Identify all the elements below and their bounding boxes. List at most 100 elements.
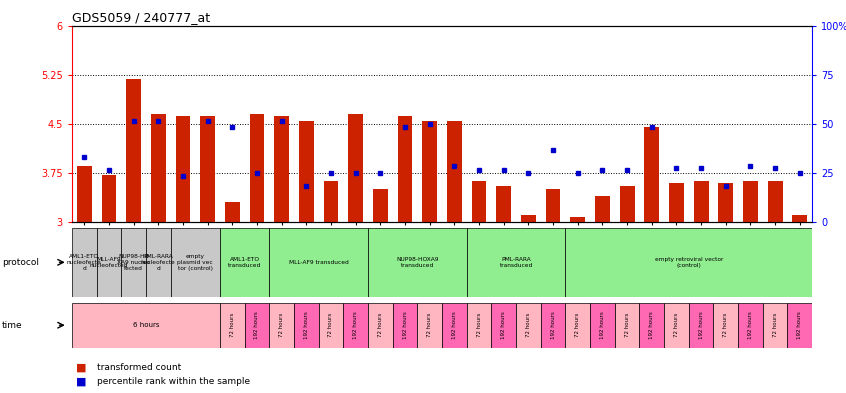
Bar	[521, 215, 536, 222]
Bar	[373, 189, 387, 222]
Bar	[718, 183, 733, 222]
Bar	[467, 228, 565, 297]
Bar	[269, 303, 294, 348]
Bar	[319, 303, 343, 348]
Bar	[126, 79, 141, 222]
Text: time: time	[2, 321, 22, 330]
Bar	[220, 303, 244, 348]
Bar	[492, 303, 516, 348]
Text: protocol: protocol	[2, 258, 39, 267]
Bar	[72, 228, 96, 297]
Bar	[595, 196, 610, 222]
Bar	[225, 202, 239, 222]
Bar	[694, 182, 708, 222]
Bar	[541, 303, 565, 348]
Text: 72 hours: 72 hours	[279, 313, 284, 337]
Bar	[417, 303, 442, 348]
Text: empty
plasmid vec
tor (control): empty plasmid vec tor (control)	[178, 253, 213, 271]
Text: 72 hours: 72 hours	[427, 313, 432, 337]
Bar	[669, 183, 684, 222]
Text: 72 hours: 72 hours	[624, 313, 629, 337]
Text: 72 hours: 72 hours	[476, 313, 481, 337]
Text: 192 hours: 192 hours	[649, 311, 654, 339]
Text: 72 hours: 72 hours	[674, 313, 679, 337]
Text: ■: ■	[76, 362, 86, 373]
Bar	[497, 186, 511, 222]
Text: ■: ■	[76, 376, 86, 386]
Bar	[250, 114, 264, 222]
Text: transformed count: transformed count	[97, 363, 182, 372]
Bar	[72, 303, 220, 348]
Bar	[77, 166, 91, 222]
Bar	[201, 116, 215, 222]
Bar	[274, 116, 289, 222]
Text: 72 hours: 72 hours	[723, 313, 728, 337]
Bar	[565, 303, 590, 348]
Bar	[244, 303, 269, 348]
Bar	[422, 121, 437, 222]
Bar	[570, 217, 585, 222]
Bar	[713, 303, 738, 348]
Text: 72 hours: 72 hours	[575, 313, 580, 337]
Text: AML1-ETO
nucleofecte
d: AML1-ETO nucleofecte d	[67, 253, 102, 271]
Text: 72 hours: 72 hours	[772, 313, 777, 337]
Text: 192 hours: 192 hours	[452, 311, 457, 339]
Text: 192 hours: 192 hours	[797, 311, 802, 339]
Text: 72 hours: 72 hours	[378, 313, 383, 337]
Bar	[738, 303, 763, 348]
Bar	[467, 303, 492, 348]
Bar	[220, 228, 269, 297]
Bar	[664, 303, 689, 348]
Text: 192 hours: 192 hours	[748, 311, 753, 339]
Bar	[640, 303, 664, 348]
Text: empty retroviral vector
(control): empty retroviral vector (control)	[655, 257, 723, 268]
Bar	[171, 228, 220, 297]
Text: 192 hours: 192 hours	[403, 311, 408, 339]
Bar	[294, 303, 319, 348]
Bar	[471, 182, 486, 222]
Bar	[793, 215, 807, 222]
Bar	[368, 303, 393, 348]
Bar	[323, 182, 338, 222]
Text: PML-RARA
transduced: PML-RARA transduced	[499, 257, 533, 268]
Text: 192 hours: 192 hours	[551, 311, 556, 339]
Text: 192 hours: 192 hours	[699, 311, 704, 339]
Bar	[442, 303, 467, 348]
Bar	[121, 228, 146, 297]
Text: 72 hours: 72 hours	[230, 313, 235, 337]
Text: 192 hours: 192 hours	[353, 311, 358, 339]
Bar	[368, 228, 467, 297]
Text: 192 hours: 192 hours	[255, 311, 260, 339]
Text: 72 hours: 72 hours	[328, 313, 333, 337]
Bar	[146, 228, 171, 297]
Bar	[398, 116, 413, 222]
Text: GDS5059 / 240777_at: GDS5059 / 240777_at	[72, 11, 210, 24]
Bar	[393, 303, 417, 348]
Bar	[349, 114, 363, 222]
Bar	[269, 228, 368, 297]
Bar	[768, 182, 783, 222]
Bar	[96, 228, 121, 297]
Text: NUP98-HOXA9
transduced: NUP98-HOXA9 transduced	[396, 257, 438, 268]
Bar	[689, 303, 713, 348]
Bar	[102, 175, 116, 222]
Text: MLL-AF9
nucleofected: MLL-AF9 nucleofected	[90, 257, 129, 268]
Text: percentile rank within the sample: percentile rank within the sample	[97, 377, 250, 386]
Bar	[615, 303, 640, 348]
Text: 72 hours: 72 hours	[526, 313, 531, 337]
Text: AML1-ETO
transduced: AML1-ETO transduced	[228, 257, 261, 268]
Bar	[151, 114, 166, 222]
Text: PML-RARA
nucleofecte
d: PML-RARA nucleofecte d	[141, 253, 176, 271]
Bar	[619, 186, 634, 222]
Bar	[565, 228, 812, 297]
Bar	[743, 182, 758, 222]
Bar	[299, 121, 314, 222]
Bar	[590, 303, 615, 348]
Bar	[763, 303, 788, 348]
Text: MLL-AF9 transduced: MLL-AF9 transduced	[288, 260, 349, 265]
Text: 192 hours: 192 hours	[600, 311, 605, 339]
Text: 192 hours: 192 hours	[501, 311, 506, 339]
Bar	[175, 116, 190, 222]
Bar	[546, 189, 560, 222]
Bar	[343, 303, 368, 348]
